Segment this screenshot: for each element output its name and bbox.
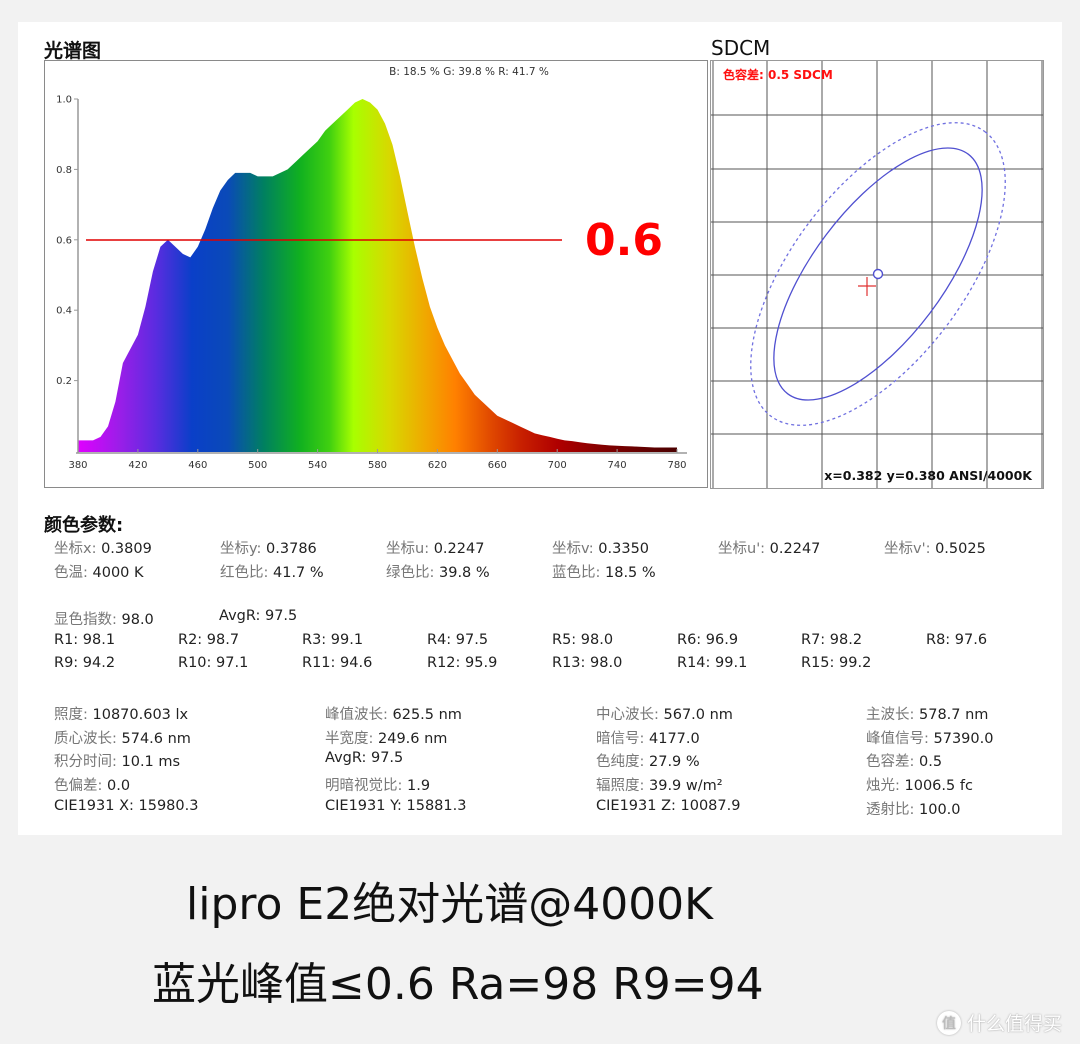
spectrum-area <box>78 99 677 452</box>
x-tick-label: 780 <box>667 460 686 471</box>
y-tick-label: 0.8 <box>56 165 72 176</box>
x-tick-label: 740 <box>608 460 627 471</box>
target-point-marker <box>872 268 884 280</box>
x-tick-label: 660 <box>488 460 507 471</box>
measurement-item: 暗信号: 4177.0 <box>596 730 700 747</box>
sdcm-ellipse-2step <box>750 122 1006 426</box>
measurement-item: 峰值波长: 625.5 nm <box>325 707 462 723</box>
x-tick-label: 420 <box>128 460 147 471</box>
caption-line-2: 蓝光峰值≤0.6 Ra=98 R9=94 <box>152 959 764 1010</box>
measurement-item: AvgR: 97.5 <box>325 750 404 767</box>
measurement-item: 明暗视觉比: 1.9 <box>325 778 431 795</box>
r-value-5: R5: 98.0 <box>552 632 614 648</box>
r-value-1: R1: 98.1 <box>54 632 116 648</box>
r-value-15: R15: 99.2 <box>801 655 872 671</box>
x-axis-ticks: 380 420 460 500 540 580 620 660 700 740 780 <box>68 449 687 471</box>
r-value-10: R10: 97.1 <box>178 655 249 671</box>
param-coord-v: 坐标v: 0.3350 <box>552 541 650 557</box>
y-axis-ticks: 0.2 0.4 0.6 0.8 1.0 <box>56 95 78 387</box>
measurement-item: 烛光: 1006.5 fc <box>866 778 973 795</box>
x-tick-label: 460 <box>188 460 207 471</box>
measurement-item: 积分时间: 10.1 ms <box>54 754 181 771</box>
y-tick-label: 0.6 <box>56 235 72 246</box>
r-value-3: R3: 99.1 <box>302 632 364 648</box>
sdcm-title: SDCM <box>711 36 771 60</box>
sdcm-tolerance-label: 色容差: 0.5 SDCM <box>723 67 833 82</box>
y-tick-label: 0.2 <box>56 376 72 387</box>
spectrum-chart: B: 18.5 % G: 39.8 % R: 41.7 % 0.2 0.4 0.6 0… <box>44 60 708 488</box>
x-tick-label: 580 <box>368 460 387 471</box>
y-tick-label: 1.0 <box>56 95 72 106</box>
caption-line-1: lipro E2绝对光谱@4000K <box>186 879 714 930</box>
measurement-item: 中心波长: 567.0 nm <box>596 707 733 723</box>
x-tick-label: 620 <box>428 460 447 471</box>
x-tick-label: 380 <box>68 460 87 471</box>
param-coord-y: 坐标y: 0.3786 <box>220 541 317 557</box>
r-value-14: R14: 99.1 <box>677 655 748 671</box>
r-value-2: R2: 98.7 <box>178 632 240 648</box>
measurement-item: 透射比: 100.0 <box>866 801 961 818</box>
r-value-8: R8: 97.6 <box>926 632 988 648</box>
sdcm-coords-label: x=0.382 y=0.380 ANSI/4000K <box>824 468 1033 483</box>
spectrum-plot: B: 18.5 % G: 39.8 % R: 41.7 % 0.20.40.60… <box>56 66 687 471</box>
sdcm-chart: 色容差: 0.5 SDCM x=0.382 y=0.380 ANSI/4000K <box>710 60 1044 489</box>
r-value-11: R11: 94.6 <box>302 655 373 671</box>
y-tick-label: 0.4 <box>56 306 72 317</box>
sdcm-ellipse-1step <box>773 147 983 401</box>
sdcm-grid <box>711 61 1043 488</box>
param-coord-x: 坐标x: 0.3809 <box>54 541 152 557</box>
color-params-title: 颜色参数: <box>44 515 124 536</box>
measurement-item: 半宽度: 249.6 nm <box>325 730 448 747</box>
reference-annotation: 0.6 <box>585 215 663 266</box>
param-red-ratio: 红色比: 41.7 % <box>220 565 324 581</box>
rgb-ratio-label: B: 18.5 % G: 39.8 % R: 41.7 % <box>389 66 549 78</box>
param-coord-u-prime: 坐标u': 0.2247 <box>718 541 821 557</box>
param-cct: 色温: 4000 K <box>54 565 144 581</box>
param-blue-ratio: 蓝色比: 18.5 % <box>552 565 656 581</box>
measurement-item: 照度: 10870.603 lx <box>54 707 189 723</box>
r-value-4: R4: 97.5 <box>427 632 489 648</box>
x-tick-label: 700 <box>548 460 567 471</box>
x-tick-label: 540 <box>308 460 327 471</box>
param-coord-v-prime: 坐标v': 0.5025 <box>884 541 986 557</box>
measurement-item: CIE1931 X: 15980.3 <box>54 797 199 814</box>
measurement-item: 色偏差: 0.0 <box>54 778 131 795</box>
param-avgr: AvgR: 97.5 <box>219 608 298 624</box>
measurement-item: CIE1931 Y: 15881.3 <box>325 797 467 814</box>
watermark-logo-icon: 值 <box>936 1010 961 1035</box>
measurement-item: 色容差: 0.5 <box>866 754 943 771</box>
r-value-9: R9: 94.2 <box>54 655 116 671</box>
spectrum-title: 光谱图 <box>44 40 102 62</box>
r-value-12: R12: 95.9 <box>427 655 498 671</box>
measurement-item: CIE1931 Z: 10087.9 <box>596 797 741 814</box>
measured-point-cross <box>858 277 876 296</box>
measurement-item: 质心波长: 574.6 nm <box>54 730 191 747</box>
measurement-item: 辐照度: 39.9 w/m² <box>596 778 723 795</box>
param-cri: 显色指数: 98.0 <box>54 612 154 628</box>
measurement-item: 色纯度: 27.9 % <box>596 754 700 771</box>
r-value-7: R7: 98.2 <box>801 632 863 648</box>
param-coord-u: 坐标u: 0.2247 <box>386 541 485 557</box>
x-tick-label: 500 <box>248 460 267 471</box>
watermark: 值 什么值得买 <box>936 1009 1062 1036</box>
measurement-item: 峰值信号: 57390.0 <box>866 730 994 747</box>
watermark-text: 什么值得买 <box>966 1013 1062 1035</box>
r-value-13: R13: 98.0 <box>552 655 623 671</box>
r-value-6: R6: 96.9 <box>677 632 739 648</box>
sdcm-plot: 色容差: 0.5 SDCM x=0.382 y=0.380 ANSI/4000K <box>711 61 1043 488</box>
measurement-item: 主波长: 578.7 nm <box>866 707 989 723</box>
param-green-ratio: 绿色比: 39.8 % <box>386 565 490 581</box>
